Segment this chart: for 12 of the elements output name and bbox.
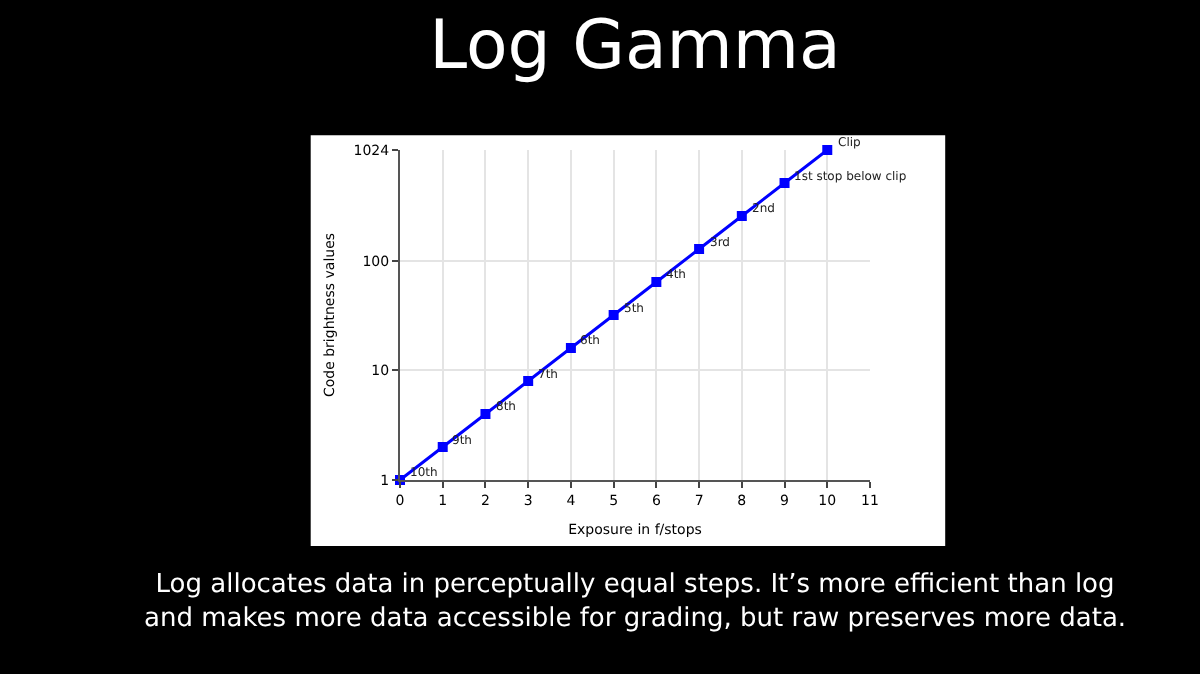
- point: [480, 409, 491, 419]
- point: [779, 178, 790, 188]
- point: [822, 145, 833, 155]
- point: [651, 277, 662, 287]
- point: [523, 376, 534, 386]
- text: Log allocates data in perceptually equal steps. It’s more efficient than log and makes more data accessible for grading, but raw preserves more data.: [144, 570, 1127, 634]
- point: [565, 343, 576, 353]
- point: [608, 310, 619, 320]
- chart-title: Log Gamma: [429, 5, 841, 86]
- point: [736, 211, 747, 221]
- point: [437, 442, 448, 452]
- point: [694, 244, 705, 254]
